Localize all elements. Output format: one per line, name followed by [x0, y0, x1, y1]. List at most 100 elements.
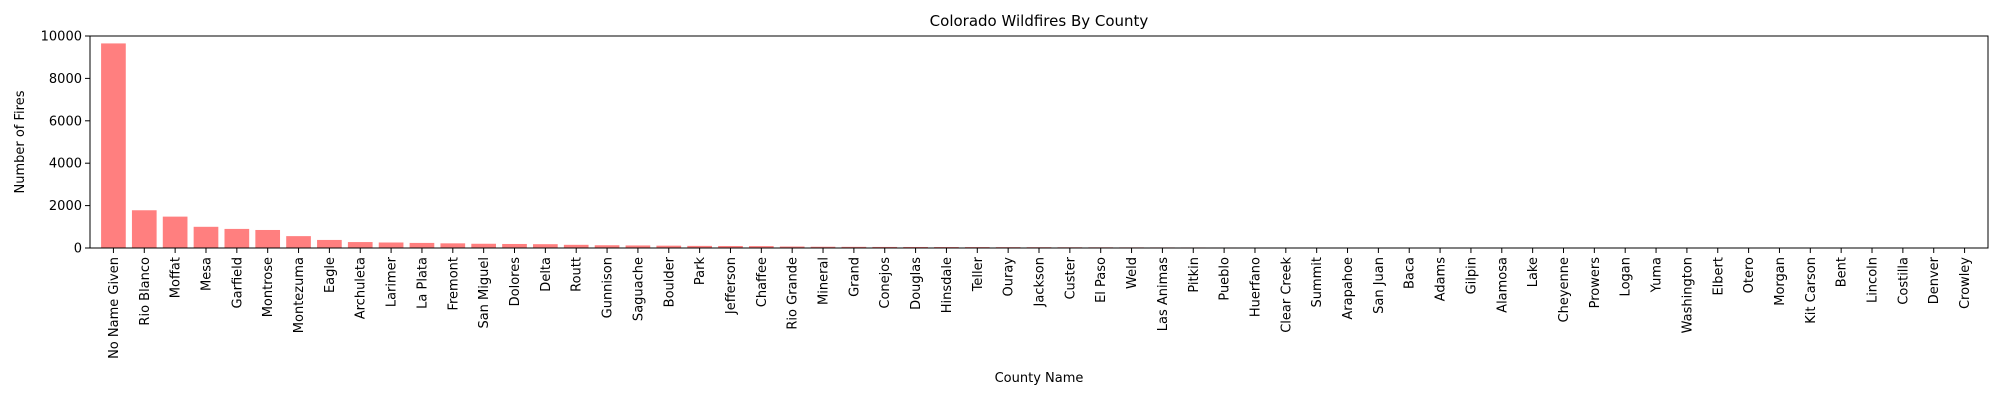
x-tick-label: Lincoln	[1866, 257, 1881, 303]
bar	[440, 243, 466, 248]
bar	[810, 246, 836, 248]
x-tick-label: Kit Carson	[1804, 257, 1819, 324]
x-tick-label: Rio Blanco	[138, 257, 153, 326]
x-tick-label: Saguache	[631, 257, 646, 321]
x-tick-label: Custer	[1063, 256, 1078, 299]
x-tick-label: El Paso	[1094, 257, 1109, 303]
x-tick-label: Costilla	[1896, 257, 1911, 305]
y-tick-label: 8000	[49, 72, 82, 87]
x-tick-label: Yuma	[1650, 257, 1665, 293]
bar	[563, 244, 589, 248]
x-tick-label: No Name Given	[107, 257, 122, 359]
plot-frame	[89, 35, 1989, 249]
x-tick-label: Jefferson	[724, 257, 739, 315]
bar	[131, 210, 157, 248]
x-tick-label: Garfield	[230, 257, 245, 308]
x-tick-label: Routt	[570, 257, 585, 292]
x-tick-label: Park	[693, 257, 708, 286]
bar	[101, 43, 126, 248]
bar	[687, 245, 712, 248]
x-tick-label: Jackson	[1033, 257, 1048, 307]
x-tick-label: Summit	[1310, 257, 1325, 308]
bar	[841, 246, 867, 248]
bar	[779, 246, 805, 248]
x-tick-label: Dolores	[508, 257, 523, 307]
bar	[625, 245, 651, 248]
y-tick-label: 0	[74, 242, 82, 257]
bar	[286, 236, 311, 248]
x-tick-label: Archuleta	[354, 257, 369, 319]
x-tick-label: Clear Creek	[1279, 257, 1294, 333]
x-tick-label: Bent	[1835, 257, 1850, 287]
x-tick-label: Baca	[1403, 257, 1418, 289]
x-tick-label: Pitkin	[1187, 257, 1202, 293]
x-tick-label: Cheyenne	[1557, 257, 1572, 322]
bar	[471, 243, 496, 248]
bar	[255, 229, 281, 248]
x-tick-label: Prowers	[1588, 257, 1603, 309]
x-tick-label: Mineral	[817, 257, 832, 305]
x-tick-label: Weld	[1125, 257, 1140, 289]
x-tick-label: Huerfano	[1248, 257, 1263, 317]
x-tick-label: Rio Grande	[786, 257, 801, 330]
bars-group	[101, 43, 1977, 248]
bar	[903, 246, 928, 248]
x-tick-label: Chaffee	[755, 257, 770, 307]
x-tick-label: Douglas	[909, 257, 924, 310]
x-tick-label: Logan	[1619, 257, 1634, 296]
x-axis-title: County Name	[995, 371, 1084, 386]
x-tick-label: Lake	[1526, 257, 1541, 287]
bar	[872, 246, 898, 248]
x-tick-label: Gilpin	[1464, 257, 1479, 294]
x-tick-label: Eagle	[323, 257, 338, 293]
x-tick-label: Boulder	[662, 256, 677, 307]
x-tick-label: Mesa	[199, 257, 214, 291]
x-tick-label: Alamosa	[1495, 257, 1510, 313]
x-tick-label: Adams	[1434, 257, 1449, 302]
y-tick-label: 10000	[41, 30, 82, 45]
x-tick-label: Montezuma	[292, 257, 307, 333]
x-tick-label: Moffat	[169, 257, 184, 298]
x-axis: No Name Given Rio Blanco Moffat Mesa Garfiel…	[107, 248, 1973, 359]
y-axis-title: Number of Fires	[13, 90, 28, 193]
x-tick-label: Montrose	[261, 257, 276, 317]
x-tick-label: Arapahoe	[1341, 257, 1356, 320]
x-tick-label: Gunnison	[601, 257, 616, 318]
x-tick-label: San Juan	[1372, 257, 1387, 314]
y-tick-label: 6000	[49, 114, 82, 129]
bar	[718, 245, 743, 248]
bar	[224, 228, 250, 248]
x-tick-label: Delta	[539, 257, 554, 292]
x-tick-label: Morgan	[1773, 257, 1788, 306]
chart-title: Colorado Wildfires By County	[930, 12, 1149, 30]
bar	[409, 242, 435, 248]
bar	[502, 243, 527, 248]
bar	[656, 245, 682, 248]
y-axis: 0 2000 4000 6000 8000 10000	[41, 30, 90, 257]
x-tick-label: Ouray	[1002, 257, 1017, 297]
x-tick-label: Teller	[971, 256, 986, 292]
y-tick-label: 2000	[49, 199, 82, 214]
x-tick-label: Larimer	[385, 256, 400, 307]
x-tick-label: Pueblo	[1218, 257, 1233, 301]
bar	[162, 216, 188, 248]
x-tick-label: Hinsdale	[940, 257, 955, 313]
x-tick-label: Grand	[847, 257, 862, 297]
x-tick-label: Las Animas	[1156, 257, 1171, 331]
bar	[193, 226, 219, 248]
x-tick-label: La Plata	[415, 257, 430, 309]
y-tick-label: 4000	[49, 157, 82, 172]
x-tick-label: Elbert	[1711, 257, 1726, 296]
x-tick-label: San Miguel	[477, 257, 492, 329]
bar	[533, 244, 558, 248]
bar	[594, 245, 620, 248]
x-tick-label: Fremont	[446, 257, 461, 311]
x-tick-label: Crowley	[1958, 257, 1973, 309]
bar	[347, 242, 373, 248]
x-tick-label: Denver	[1927, 256, 1942, 304]
bar	[317, 239, 342, 248]
x-tick-label: Otero	[1742, 257, 1757, 293]
x-tick-label: Conejos	[878, 257, 893, 309]
